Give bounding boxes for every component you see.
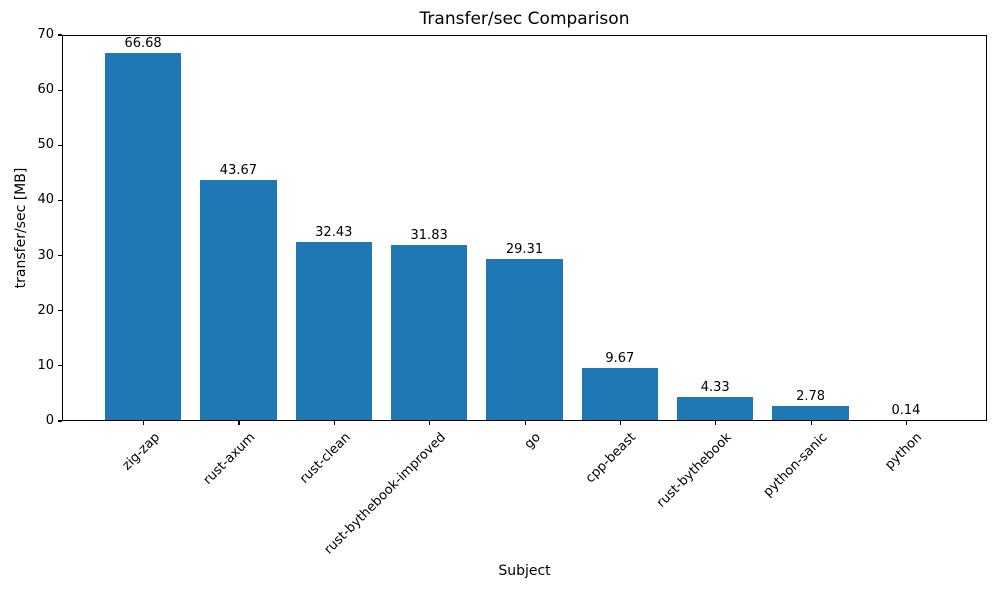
- x-tick-mark: [143, 421, 145, 425]
- y-tick-label: 10: [37, 357, 54, 373]
- y-tick-mark: [58, 199, 62, 202]
- y-tick-label: 30: [37, 247, 54, 263]
- bar-value-label: 2.78: [796, 388, 826, 404]
- chart-title: Transfer/sec Comparison: [419, 9, 630, 29]
- x-tick-label: cpp-beast: [583, 430, 640, 487]
- bar-value-label: 66.68: [124, 36, 162, 52]
- x-tick-mark: [619, 421, 622, 425]
- x-tick-mark: [810, 421, 812, 425]
- y-axis-label: transfer/sec [MB]: [13, 167, 29, 289]
- bar-value-label: 29.31: [505, 242, 544, 258]
- y-tick-mark: [58, 365, 62, 367]
- bar-value-label: 0.14: [891, 403, 921, 419]
- y-tick-label: 0: [45, 413, 54, 428]
- bar: [772, 405, 849, 420]
- bar: [390, 245, 468, 420]
- y-tick-label: 70: [37, 27, 54, 42]
- x-tick-label: go: [522, 430, 545, 453]
- bar: [200, 180, 277, 420]
- x-tick-mark: [238, 421, 240, 425]
- x-tick-mark: [429, 421, 431, 425]
- x-tick-label: rust-clean: [296, 430, 354, 487]
- y-tick-label: 50: [37, 137, 54, 153]
- y-tick-mark: [58, 144, 62, 146]
- x-tick-mark: [333, 421, 335, 425]
- y-tick-mark: [58, 310, 62, 312]
- bar: [295, 242, 372, 420]
- x-tick-mark: [715, 421, 717, 425]
- bar-value-label: 31.83: [410, 228, 448, 244]
- bar-value-label: 4.33: [700, 380, 730, 396]
- y-tick-mark: [58, 34, 62, 36]
- x-tick-label: rust-axum: [200, 430, 259, 488]
- x-tick-label: python: [882, 430, 926, 473]
- bar: [581, 367, 658, 420]
- x-axis-label: Subject: [498, 563, 551, 579]
- y-tick-label: 40: [37, 192, 54, 208]
- bar-value-label: 32.43: [315, 225, 353, 241]
- x-tick-mark: [524, 421, 526, 425]
- x-tick-label: rust-bythebook: [654, 430, 735, 511]
- y-tick-mark: [58, 254, 62, 257]
- y-tick-mark: [58, 89, 62, 91]
- bar: [486, 259, 563, 420]
- y-tick-mark: [58, 420, 62, 422]
- y-tick-label: 60: [37, 82, 54, 98]
- bar: [677, 397, 754, 420]
- x-tick-label: zig-zap: [119, 430, 163, 474]
- y-tick-label: 20: [37, 302, 54, 318]
- bar-value-label: 9.67: [605, 350, 635, 366]
- x-tick-mark: [905, 421, 908, 425]
- x-tick-label: python-sanic: [760, 430, 831, 500]
- bar: [104, 53, 182, 420]
- bar-value-label: 43.67: [219, 163, 258, 179]
